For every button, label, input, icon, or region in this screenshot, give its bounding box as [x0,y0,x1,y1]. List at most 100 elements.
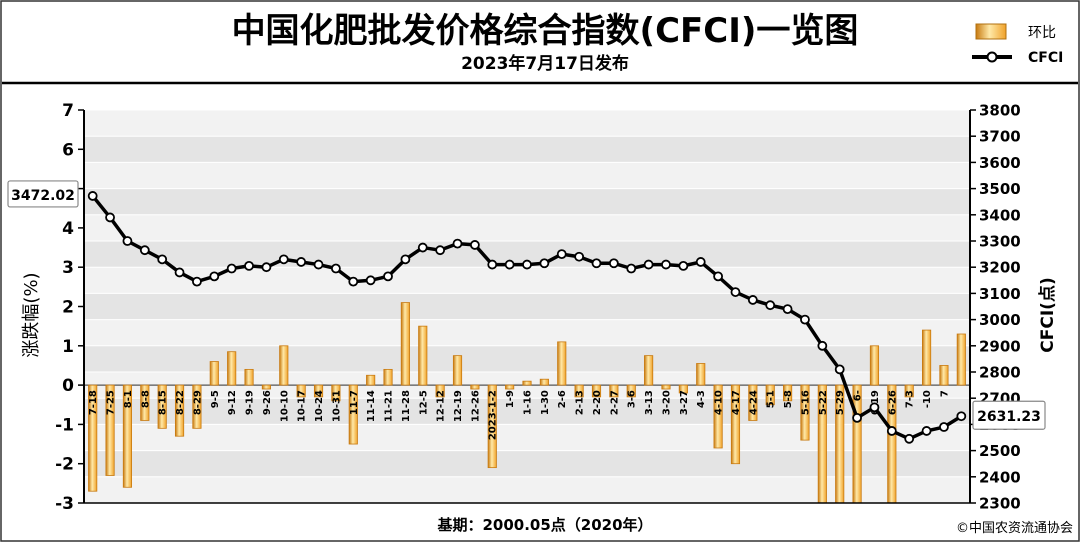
x-tick-label: 3-27 [679,390,690,415]
cfci-point-11-7 [348,276,359,287]
y-left-tick-label: 2 [62,298,74,318]
y-left-tick-label: 0 [62,376,74,396]
bar-9-26 [261,384,271,390]
legend-bar-label: 环比 [1028,25,1056,41]
x-tick-label: 2-6 [557,390,568,408]
y-left-tick-label: 6 [62,140,74,160]
annotations: 3472.02 2631.23 [7,180,1046,430]
cfci-point-7-25 [105,212,115,223]
bar-series [88,302,966,504]
bar-2023-1-2 [487,384,497,469]
bar-8-22 [174,384,185,437]
bar-9-5 [209,361,219,386]
line-series [87,191,967,444]
bar-3-13 [644,355,654,386]
bar-10-10 [279,345,289,386]
bar-1-30 [539,378,549,386]
x-tick-label: 8-8 [140,390,151,408]
y-right-label: CFCI(点) [1037,277,1058,352]
bar-4-10 [713,384,723,449]
bar-12-26 [470,384,480,390]
bar-7-18 [88,384,98,492]
cfci-point-4-10 [713,271,723,282]
plot-band [84,188,970,215]
bar-1-9 [505,384,515,390]
cfci-point-4-3 [695,257,706,267]
x-tick-label: 11-7 [349,390,360,415]
cfci-point-10-24 [313,259,324,270]
x-tick-label: 11-14 [366,390,377,422]
first-value-label: 3472.02 [11,188,75,204]
y-right-tick-label: 3600 [979,154,1021,172]
cfci-point-12-26 [469,240,480,250]
x-tick-label: 2-13 [575,390,586,415]
y-right-tick-label: 3200 [979,259,1021,277]
bar-4-24 [748,384,758,421]
bar-3-20 [661,384,671,390]
cfci-point-6-12 [869,402,880,413]
cfci-point-9-19 [244,260,254,271]
bar-11-14 [366,374,376,386]
y-left-tick-label: 3 [62,258,74,278]
y-right-tick-label: 3700 [979,128,1021,146]
x-tick-label: 11-21 [384,390,395,422]
cfci-point-11-28 [400,254,411,265]
cfci-point-7-3 [921,426,932,436]
bar-12-5 [418,325,428,386]
cfci-point-3-6 [626,263,637,274]
legend: 环比 CFCI [972,23,1063,66]
x-tick-label: 9-26 [262,390,273,415]
bar-7-25 [105,384,115,476]
plot-band [84,136,970,163]
cfci-point-5-1 [765,300,776,311]
first-value-box [7,180,79,208]
bar-8-29 [192,384,202,429]
bar-2-20 [591,384,602,398]
x-tick-label: 4-10 [714,390,725,415]
bar-2-27 [609,384,619,398]
x-tick-label: 1-30 [540,390,551,415]
last-value-label: 2631.23 [977,409,1041,425]
cfci-point-2-13 [574,251,585,262]
y-right-tick-label: 2300 [979,495,1021,513]
bar-4-3 [696,363,706,386]
x-tick-label: -10 [922,390,933,408]
bar-2-13 [574,384,584,398]
cfci-point-5-22 [817,340,828,351]
bar-4-17 [730,384,741,465]
cfci-point-3-20 [661,259,671,270]
bar-9-12 [227,351,237,386]
cfci-point-12-5 [417,242,428,253]
bar-6-26 [904,384,914,398]
cfci-point-8-22 [174,267,185,278]
x-tick-label: 8-1 [123,390,134,408]
y-left-tick-label: -1 [55,415,74,435]
cfci-point-2-20 [591,258,602,269]
cfci-point-10-31 [331,263,341,274]
base-note: 基期：2000.05点（2020年） [436,516,652,534]
cfci-point-8-29 [192,276,202,287]
cfci-point-2023-1-2 [487,259,498,270]
bar-6-12 [869,345,880,386]
bar-1-16 [522,380,532,386]
x-tick-label: 6- [853,390,864,401]
cfci-point-3-27 [678,260,689,271]
cfci-point-11-14 [365,275,376,286]
bar-7-10 [939,365,949,386]
x-tick-label: 3-13 [644,390,655,415]
bar-10-24 [313,384,324,398]
bar-11-21 [383,368,393,386]
bar-7-17 [956,333,966,386]
cfci-point-10-17 [296,257,307,267]
bar-10-17 [296,384,306,398]
chart-subtitle: 2023年7月17日发布 [461,53,629,74]
x-tick-label: 10-10 [279,390,290,422]
cfci-point-7-17 [956,411,967,422]
x-tick-label: 1-16 [523,390,534,415]
x-tick-label: 11-28 [401,390,412,422]
bar-5-8 [783,384,793,402]
cfci-point-12-19 [452,238,463,249]
y-right-tick-label: 3100 [979,285,1021,303]
